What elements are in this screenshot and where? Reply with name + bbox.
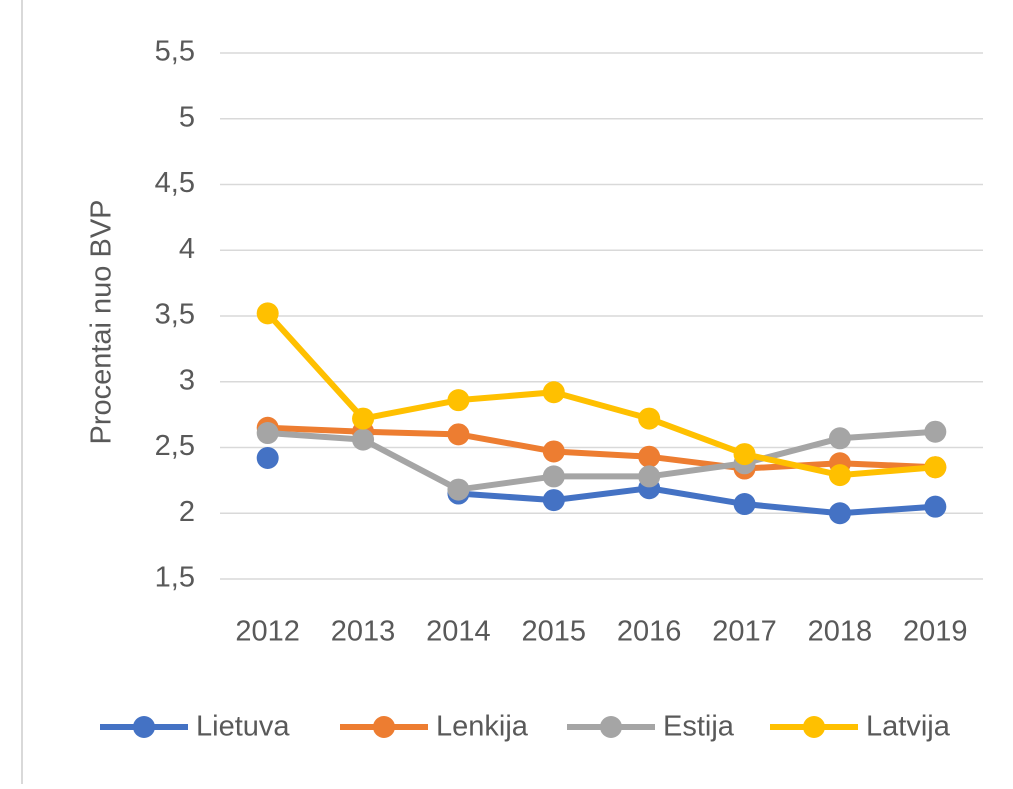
point: [542, 381, 565, 404]
point: [256, 302, 279, 325]
x-tick-label: 2017: [712, 616, 777, 648]
point: [828, 427, 851, 450]
point: [256, 422, 279, 445]
point: [542, 465, 565, 488]
point: [352, 407, 375, 430]
point: [924, 495, 947, 518]
y-tick-label: 2: [179, 496, 195, 528]
point: [447, 423, 470, 446]
y-tick-label: 1,5: [155, 562, 195, 594]
point: [352, 428, 375, 451]
series-line: [458, 485, 936, 517]
point: [828, 502, 851, 525]
point: [638, 407, 661, 430]
legend-label: Lietuva: [196, 711, 290, 743]
y-tick-label: 4: [179, 233, 195, 265]
point: [828, 464, 851, 487]
point: [924, 420, 947, 443]
legend-marker: [133, 716, 155, 738]
y-tick-label: 2,5: [155, 430, 195, 462]
point: [924, 456, 947, 479]
legend-marker: [803, 716, 825, 738]
y-tick-label: 5,5: [155, 36, 195, 68]
point: [447, 478, 470, 501]
legend-label: Estija: [663, 711, 735, 743]
x-tick-label: 2018: [808, 616, 873, 648]
legend-label: Lenkija: [436, 711, 529, 743]
x-tick-label: 2014: [426, 616, 491, 648]
legend-marker: [600, 716, 622, 738]
series-line: [265, 311, 936, 479]
y-tick-label: 4,5: [155, 167, 195, 199]
point: [638, 465, 661, 488]
point: [256, 447, 279, 470]
y-axis-label: Procentai nuo BVP: [86, 199, 118, 444]
legend-label: Latvija: [866, 711, 951, 743]
legend-marker: [373, 716, 395, 738]
series-line: [267, 424, 936, 472]
point: [638, 445, 661, 468]
y-tick-label: 3: [179, 364, 195, 396]
x-tick-label: 2019: [903, 616, 968, 648]
point: [542, 489, 565, 512]
point: [447, 389, 470, 412]
y-tick-label: 3,5: [155, 299, 195, 331]
x-tick-label: 2016: [617, 616, 682, 648]
point: [542, 440, 565, 463]
x-tick-label: 2015: [522, 616, 587, 648]
x-tick-label: 2012: [235, 616, 300, 648]
series-line: [267, 428, 936, 493]
x-tick-label: 2013: [331, 616, 396, 648]
point: [733, 443, 756, 466]
point: [733, 493, 756, 516]
y-tick-label: 5: [179, 101, 195, 133]
